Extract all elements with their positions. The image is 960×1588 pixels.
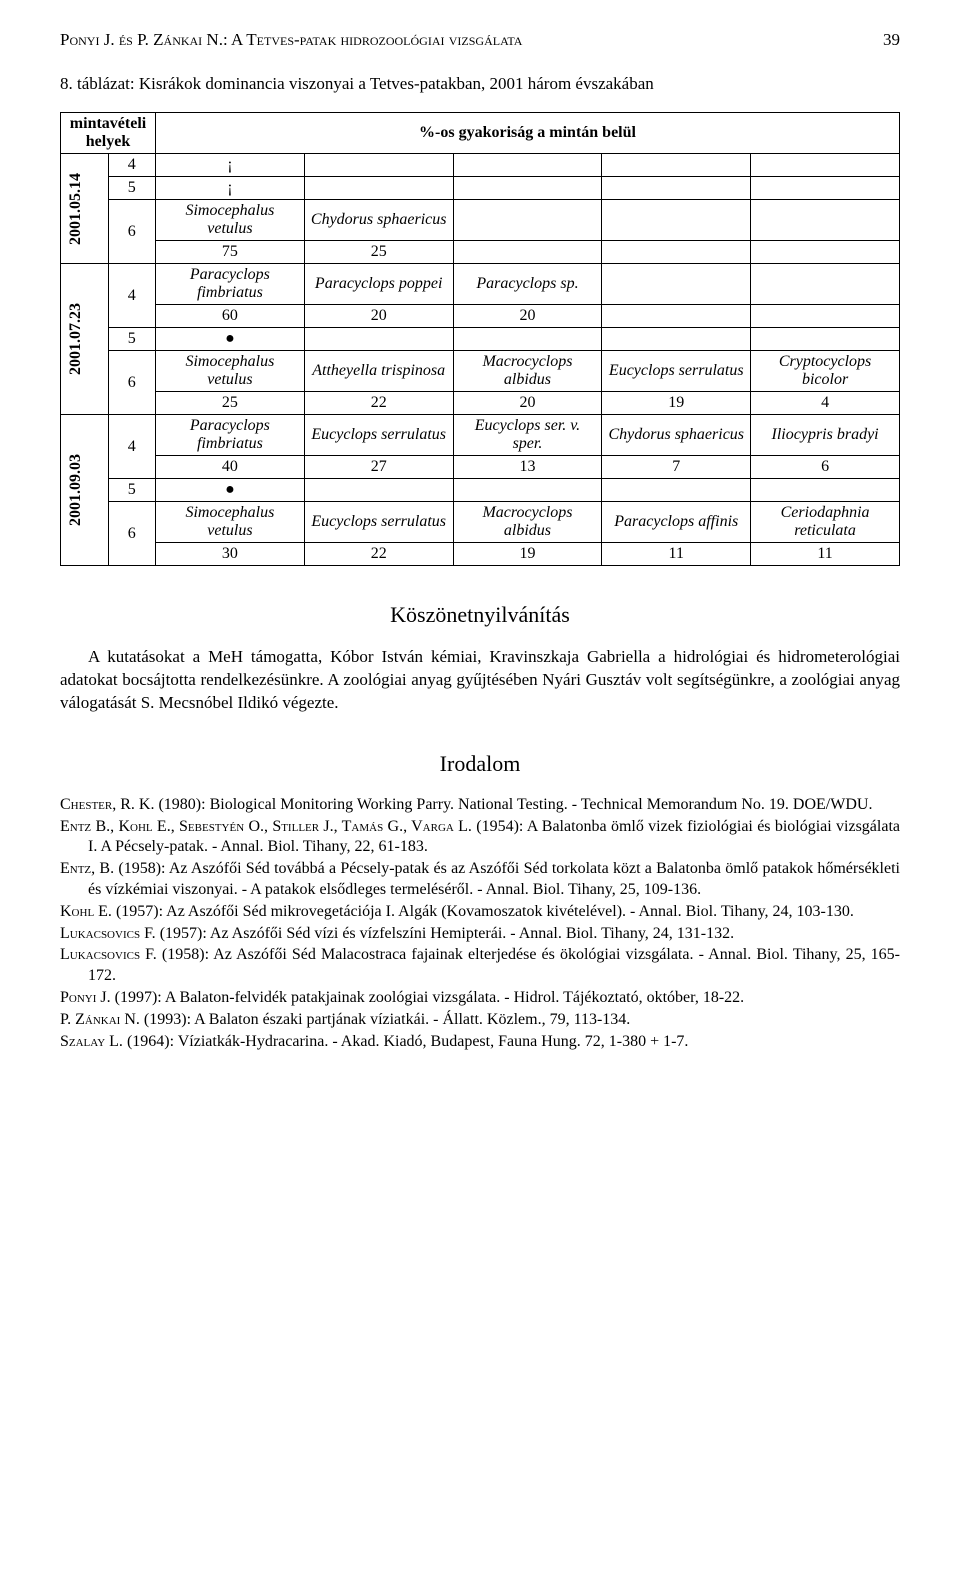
num-cell: 75	[156, 241, 305, 264]
species-cell: Simocephalus vetulus	[156, 351, 305, 392]
ref-author: Lukacsovics F.	[60, 946, 157, 963]
ref-rest: (1964): Víziatkák-Hydracarina. - Akad. K…	[123, 1033, 688, 1050]
reference-item: Chester, R. K. (1980): Biological Monito…	[60, 795, 900, 816]
num-cell: 22	[304, 392, 453, 415]
species-cell: Eucyclops serrulatus	[304, 502, 453, 543]
species-cell: Paracyclops affinis	[602, 502, 751, 543]
reference-item: Kohl E. (1957): Az Aszófői Séd mikrovege…	[60, 902, 900, 923]
num-cell: 25	[304, 241, 453, 264]
reference-item: Lukacsovics F. (1957): Az Aszófői Séd ví…	[60, 924, 900, 945]
ref-author: Chester, R. K.	[60, 796, 154, 813]
site-cell: 5	[108, 328, 156, 351]
ref-author: Entz, B.	[60, 860, 114, 877]
ref-author: Szalay L.	[60, 1033, 123, 1050]
species-cell: Iliocypris bradyi	[751, 415, 900, 456]
ack-heading: Köszönetnyilvánítás	[60, 602, 900, 628]
num-cell: 60	[156, 305, 305, 328]
site-cell: 6	[108, 502, 156, 566]
num-cell: 27	[304, 456, 453, 479]
num-cell: 25	[156, 392, 305, 415]
num-cell: 30	[156, 543, 305, 566]
date-2001-07-23: 2001.07.23	[67, 303, 85, 375]
dot-cell: ●	[156, 328, 305, 351]
ref-rest: (1997): A Balaton-felvidék patakjainak z…	[111, 989, 745, 1006]
species-cell: Simocephalus vetulus	[156, 502, 305, 543]
species-cell: Eucyclops serrulatus	[304, 415, 453, 456]
species-cell: Paracyclops fimbriatus	[156, 415, 305, 456]
date-2001-05-14: 2001.05.14	[67, 173, 85, 245]
ref-rest: (1980): Biological Monitoring Working Pa…	[154, 796, 872, 813]
species-cell: Macrocyclops albidus	[453, 502, 602, 543]
refs-heading: Irodalom	[60, 751, 900, 777]
ref-rest: (1958): Az Aszófői Séd továbbá a Pécsely…	[88, 860, 900, 898]
ref-rest: (1958): Az Aszófői Séd Malacostraca faja…	[88, 946, 900, 984]
num-cell: 13	[453, 456, 602, 479]
reference-item: Entz B., Kohl E., Sebestyén O., Stiller …	[60, 817, 900, 859]
th-gyakorisag: %-os gyakoriság a mintán belül	[156, 113, 900, 154]
th-mintaveteli: mintavételi helyek	[61, 113, 156, 154]
cell: ¡	[156, 177, 305, 200]
num-cell: 40	[156, 456, 305, 479]
num-cell: 19	[453, 543, 602, 566]
dot-cell: ●	[156, 479, 305, 502]
reference-item: Entz, B. (1958): Az Aszófői Séd továbbá …	[60, 859, 900, 901]
num-cell: 11	[751, 543, 900, 566]
species-cell: Macrocyclops albidus	[453, 351, 602, 392]
site-cell: 4	[108, 154, 156, 177]
num-cell: 20	[304, 305, 453, 328]
ack-body: A kutatásokat a MeH támogatta, Kóbor Ist…	[60, 646, 900, 715]
species-cell: Ceriodaphnia reticulata	[751, 502, 900, 543]
ref-author: Lukacsovics F.	[60, 925, 156, 942]
species-cell: Cryptocyclops bicolor	[751, 351, 900, 392]
species-cell: Eucyclops ser. v. sper.	[453, 415, 602, 456]
cell: ¡	[156, 154, 305, 177]
page-number: 39	[883, 30, 900, 50]
header-title: Ponyi J. és P. Zánkai N.: A Tetves-patak…	[60, 30, 522, 50]
page-header: Ponyi J. és P. Zánkai N.: A Tetves-patak…	[60, 30, 900, 50]
species-cell: Paracyclops sp.	[453, 264, 602, 305]
species-cell: Simocephalus vetulus	[156, 200, 305, 241]
species-cell: Eucyclops serrulatus	[602, 351, 751, 392]
num-cell: 22	[304, 543, 453, 566]
ref-author: P. Zánkai N.	[60, 1011, 140, 1028]
species-cell: Attheyella trispinosa	[304, 351, 453, 392]
species-cell: Chydorus sphaericus	[602, 415, 751, 456]
date-2001-09-03: 2001.09.03	[67, 454, 85, 526]
species-cell: Chydorus sphaericus	[304, 200, 453, 241]
references-list: Chester, R. K. (1980): Biological Monito…	[60, 795, 900, 1053]
dominance-table: mintavételi helyek %-os gyakoriság a min…	[60, 112, 900, 566]
num-cell: 11	[602, 543, 751, 566]
num-cell: 20	[453, 392, 602, 415]
site-cell: 4	[108, 415, 156, 479]
ref-author: Kohl E.	[60, 903, 112, 920]
species-cell: Paracyclops fimbriatus	[156, 264, 305, 305]
site-cell: 6	[108, 351, 156, 415]
num-cell: 19	[602, 392, 751, 415]
ref-rest: (1993): A Balaton északi partjának vízia…	[140, 1011, 630, 1028]
ref-author: Entz B., Kohl E., Sebestyén O., Stiller …	[60, 818, 472, 835]
num-cell: 20	[453, 305, 602, 328]
ref-rest: (1957): Az Aszófői Séd vízi és vízfelszí…	[156, 925, 734, 942]
table-caption: 8. táblázat: Kisrákok dominancia viszony…	[60, 74, 900, 94]
reference-item: P. Zánkai N. (1993): A Balaton északi pa…	[60, 1010, 900, 1031]
num-cell: 6	[751, 456, 900, 479]
ref-author: Ponyi J.	[60, 989, 111, 1006]
num-cell: 7	[602, 456, 751, 479]
site-cell: 4	[108, 264, 156, 328]
ref-rest: (1957): Az Aszófői Séd mikrovegetációja …	[112, 903, 854, 920]
site-cell: 5	[108, 177, 156, 200]
site-cell: 5	[108, 479, 156, 502]
reference-item: Ponyi J. (1997): A Balaton-felvidék pata…	[60, 988, 900, 1009]
num-cell: 4	[751, 392, 900, 415]
reference-item: Lukacsovics F. (1958): Az Aszófői Séd Ma…	[60, 945, 900, 987]
reference-item: Szalay L. (1964): Víziatkák-Hydracarina.…	[60, 1032, 900, 1053]
site-cell: 6	[108, 200, 156, 264]
species-cell: Paracyclops poppei	[304, 264, 453, 305]
